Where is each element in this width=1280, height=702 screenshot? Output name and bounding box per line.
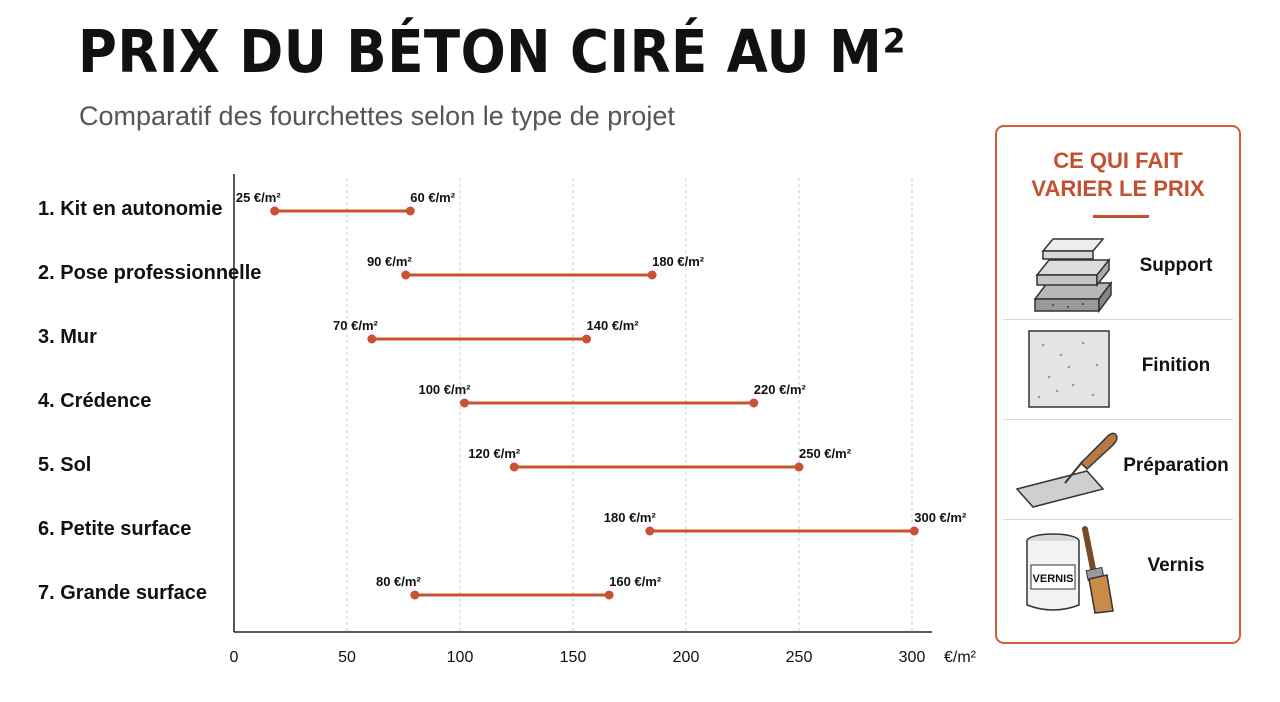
page-subtitle: Comparatif des fourchettes selon le type… [79,101,675,131]
x-axis-ticks: 0 50 100 150 200 250 300 [230,649,926,666]
category-label: 4. Crédence [38,390,151,412]
category-label: 6. Petite surface [38,518,191,540]
x-tick-label: 100 [447,649,474,666]
category-label: 2. Pose professionnelle [38,262,261,284]
range-min-label: 100 €/m² [418,382,471,397]
chart-axes [233,174,932,633]
factor-support: Support [1003,219,1233,320]
x-tick-label: 250 [786,649,813,666]
factor-preparation-label: Préparation [1123,455,1229,476]
category-label: 3. Mur [38,326,97,348]
varnish-can-brush-icon: VERNIS [1013,525,1125,615]
range-min-dot [460,398,470,408]
range-max-label: 250 €/m² [799,446,852,461]
x-axis-unit-label: €/m² [944,649,977,666]
range-min-dot [509,462,519,472]
range-max-dot [794,462,804,472]
range-min-dot [367,334,377,344]
range-max-label: 140 €/m² [587,318,640,333]
range-min-dot [645,526,655,536]
x-tick-label: 300 [899,649,926,666]
range-min-dot [401,270,411,280]
category-label: 5. Sol [38,454,91,476]
range-min-label: 180 €/m² [604,510,657,525]
range-max-label: 160 €/m² [609,574,662,589]
range-min-label: 70 €/m² [333,318,378,333]
range-max-dot [647,270,657,280]
range-max-label: 180 €/m² [652,254,705,269]
page-title: PRIX DU BÉTON CIRÉ AU M² [78,17,907,86]
range-min-label: 120 €/m² [468,446,521,461]
factor-vernis-label: Vernis [1147,555,1205,576]
range-min-label: 80 €/m² [376,574,421,589]
range-min-label: 90 €/m² [367,254,412,269]
range-max-label: 60 €/m² [410,190,455,205]
category-label: 7. Grande surface [38,582,207,604]
factor-vernis: VERNIS Vernis [1003,519,1233,619]
factor-support-label: Support [1139,255,1213,276]
range-max-label: 300 €/m² [914,510,967,525]
factor-preparation: Préparation [1003,419,1233,520]
texture-tile-icon [1013,325,1125,415]
chart-grid [346,178,913,632]
range-max-dot [604,590,614,600]
range-min-dot [270,206,280,216]
category-label: 1. Kit en autonomie [38,198,222,220]
range-max-dot [582,334,592,344]
x-tick-label: 50 [338,649,356,666]
layered-slab-icon [1013,225,1125,315]
range-max-dot [749,398,759,408]
factor-finition: Finition [1003,319,1233,420]
range-max-dot [909,526,919,536]
price-factors-panel: CE QUI FAIT VARIER LE PRIX Support [995,125,1241,644]
panel-title-underline [1093,215,1149,218]
range-max-dot [405,206,415,216]
vernis-can-label: VERNIS [1033,573,1074,585]
factor-finition-label: Finition [1141,355,1211,376]
x-tick-label: 150 [560,649,587,666]
panel-title: CE QUI FAIT VARIER LE PRIX [1031,148,1205,201]
chart-rows: 1. Kit en autonomie 25 €/m² 60 €/m² 2. Pose… [38,190,967,604]
x-tick-label: 0 [230,649,239,666]
trowel-icon [1013,425,1125,515]
range-chart: 0 50 100 150 200 250 300 1. Kit en autonomie 25… [38,174,977,666]
range-max-label: 220 €/m² [754,382,807,397]
range-min-label: 25 €/m² [236,190,281,205]
x-tick-label: 200 [673,649,700,666]
range-min-dot [410,590,420,600]
